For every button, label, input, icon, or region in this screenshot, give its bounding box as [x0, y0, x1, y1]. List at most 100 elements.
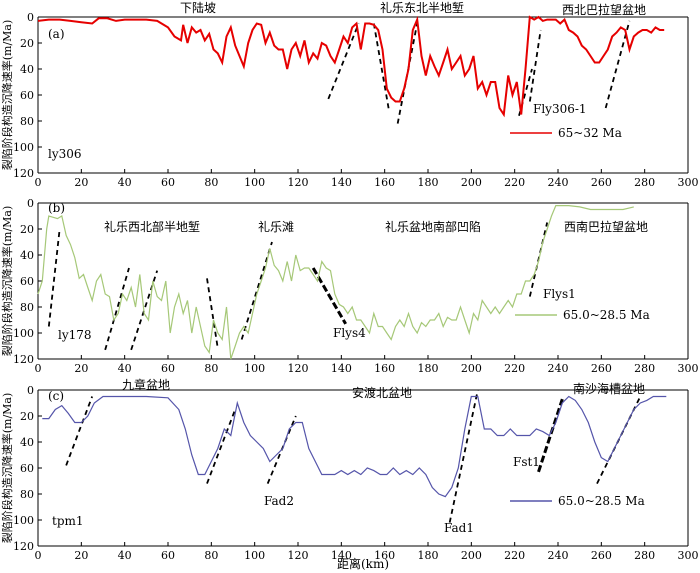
x-tick-label: 240	[548, 176, 569, 189]
x-tick-label: 120	[288, 549, 309, 562]
y-tick-label: 60	[20, 89, 34, 102]
fault-line	[47, 228, 61, 327]
x-tick-label: 220	[504, 549, 525, 562]
y-tick-label: 100	[13, 327, 34, 340]
x-tick-label: 140	[331, 362, 352, 375]
y-tick-label: 40	[20, 249, 34, 262]
x-tick-label: 180	[418, 176, 439, 189]
ticks: 0 20 40 60 80 100 120 140 160 180 200 220 240 260 280 3…	[13, 11, 699, 189]
x-tick-label: 100	[244, 176, 265, 189]
y-tick-label: 120	[13, 353, 34, 366]
series-line	[37, 205, 634, 360]
fault-label: Fad2	[264, 494, 294, 508]
x-tick-label: 40	[118, 362, 132, 375]
x-tick-label: 280	[634, 362, 655, 375]
x-tick-label: 100	[244, 549, 265, 562]
series-line	[37, 15, 665, 118]
y-tick-label: 0	[27, 197, 34, 210]
fault-line	[130, 270, 159, 351]
region-label: 礼乐滩	[258, 219, 294, 234]
x-tick-label: 40	[118, 549, 132, 562]
x-tick-label: 160	[374, 176, 395, 189]
y-tick-label: 0	[27, 11, 34, 24]
fault-line	[206, 278, 219, 349]
fault-line	[518, 68, 533, 117]
x-tick-label: 0	[35, 176, 42, 189]
y-tick-label: 120	[13, 540, 34, 553]
x-tick-label: 300	[678, 362, 699, 375]
x-tick-label: 40	[118, 176, 132, 189]
fault-line	[528, 29, 542, 102]
region-label: 下陆坡	[180, 0, 216, 15]
well-name: ly178	[58, 328, 92, 342]
region-label: 南沙海槽盆地	[573, 381, 645, 396]
x-tick-label: 140	[331, 176, 352, 189]
x-tick-label: 220	[504, 362, 525, 375]
region-label: 礼乐东北半地堑	[380, 0, 464, 15]
x-tick-label: 140	[331, 549, 352, 562]
x-tick-label: 200	[461, 176, 482, 189]
x-tick-label: 60	[161, 549, 175, 562]
region-label: 礼乐盆地南部凹陷	[385, 219, 481, 234]
y-axis-title: 裂陷阶段构造沉降速率(m/Ma)	[0, 393, 14, 544]
panel-a: 0 20 40 60 80 100 120 140 160 180 200 220 240 260 280 3…	[13, 0, 699, 189]
y-tick-label: 120	[13, 167, 34, 180]
x-tick-label: 0	[35, 362, 42, 375]
y-tick-label: 80	[20, 488, 34, 501]
x-tick-label: 60	[161, 176, 175, 189]
region-label: 礼乐西北部半地堑	[104, 219, 200, 234]
fault-line	[206, 409, 237, 484]
well-name: ly306	[48, 147, 82, 161]
x-tick-label: 240	[548, 549, 569, 562]
y-tick-label: 100	[13, 141, 34, 154]
x-tick-label: 300	[678, 176, 699, 189]
fault-label: Fly306-1	[533, 102, 587, 116]
legend-label: 65.0~28.5 Ma	[558, 494, 645, 508]
y-tick-label: 100	[13, 514, 34, 527]
panel-tag: (a)	[48, 27, 65, 41]
x-tick-label: 160	[374, 549, 395, 562]
y-tick-label: 60	[20, 275, 34, 288]
legend-label: 65~32 Ma	[558, 126, 622, 140]
x-tick-label: 80	[204, 549, 218, 562]
series-line	[42, 395, 667, 498]
x-tick-label: 20	[74, 176, 88, 189]
y-tick-label: 40	[20, 63, 34, 76]
panel-tag: (b)	[48, 201, 65, 215]
y-tick-label: 20	[20, 410, 34, 423]
x-tick-label: 200	[461, 549, 482, 562]
ticks: 0 20 40 60 80 100 120 140 160 180 200 220 240 260 280 3…	[13, 384, 699, 562]
fault-line	[104, 267, 130, 351]
y-axis-title: 裂陷阶段构造沉降速率(m/Ma)	[0, 206, 14, 357]
x-tick-label: 200	[461, 362, 482, 375]
fault-label: Flys1	[543, 287, 576, 301]
well-name: tpm1	[52, 514, 84, 528]
panel-tag: (c)	[48, 389, 64, 403]
x-axis-title: 距离(km)	[337, 556, 389, 571]
fault-line	[372, 23, 390, 111]
region-label: 西南巴拉望盆地	[564, 219, 648, 234]
y-tick-label: 60	[20, 462, 34, 475]
region-label: 安渡北盆地	[352, 385, 412, 400]
y-tick-label: 80	[20, 301, 34, 314]
panel-b: 0 20 40 60 80 100 120 140 160 180 200 220 240 260 280 3…	[13, 197, 699, 375]
x-tick-label: 180	[418, 549, 439, 562]
fault-label: Fad1	[444, 521, 474, 535]
region-label: 九章盆地	[122, 377, 170, 392]
x-tick-label: 300	[678, 549, 699, 562]
y-tick-label: 0	[27, 384, 34, 397]
fault-line	[327, 23, 360, 100]
x-tick-label: 80	[204, 176, 218, 189]
fault-line	[537, 398, 564, 473]
x-tick-label: 20	[74, 549, 88, 562]
x-tick-label: 260	[591, 549, 612, 562]
x-tick-label: 220	[504, 176, 525, 189]
x-tick-label: 20	[74, 362, 88, 375]
x-tick-label: 120	[288, 362, 309, 375]
fault-line	[396, 23, 419, 124]
x-tick-label: 240	[548, 362, 569, 375]
fault-line	[240, 241, 273, 340]
ticks: 0 20 40 60 80 100 120 140 160 180 200 220 240 260 280 3…	[13, 197, 699, 375]
y-axis-title: 裂陷阶段构造沉降速率(m/Ma)	[0, 20, 14, 171]
